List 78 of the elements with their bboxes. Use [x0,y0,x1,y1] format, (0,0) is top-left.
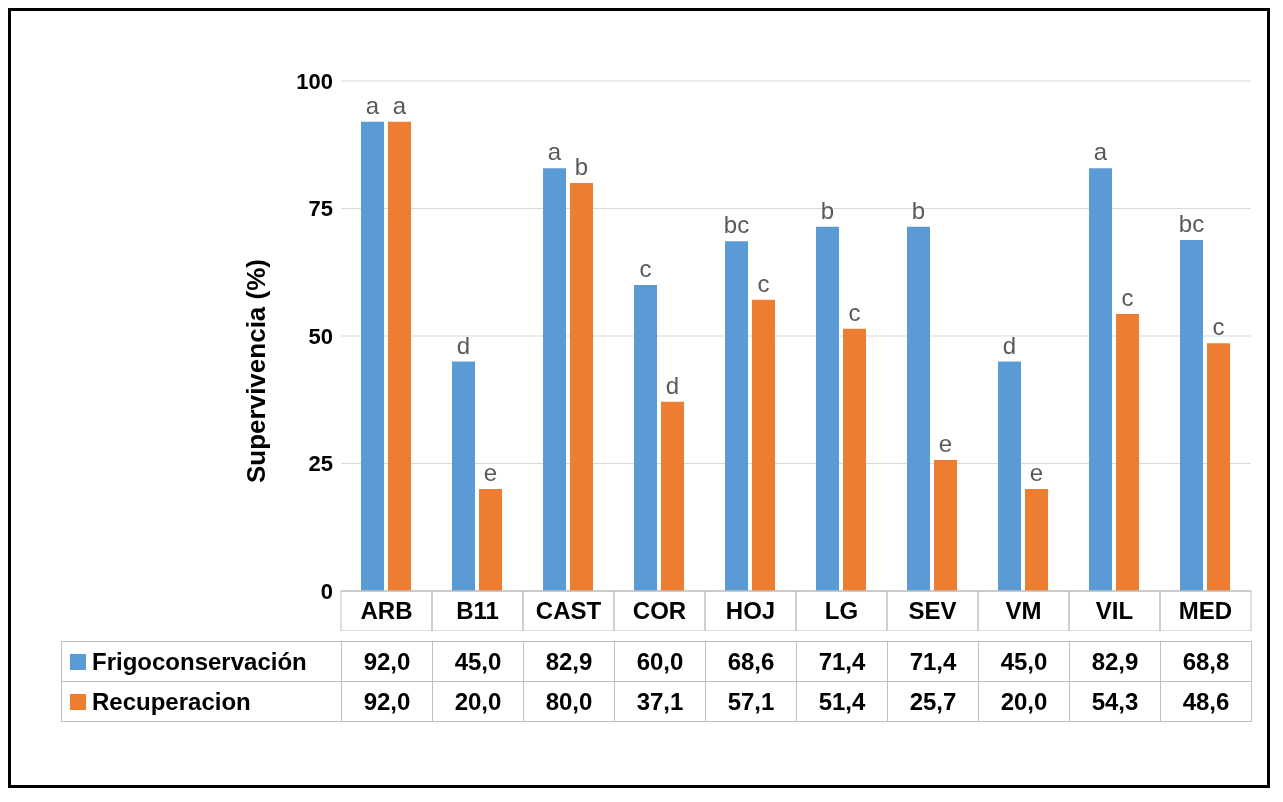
y-tick-label: 0 [320,578,333,604]
data-label: 92,0 [341,681,433,722]
data-label: 20,0 [978,681,1070,722]
bar [934,459,958,591]
annotation: b [574,153,589,180]
bar [843,328,867,591]
annotation: c [1212,313,1225,341]
x-tick-label: ARB [360,597,413,624]
bar [570,183,594,591]
bar [1089,168,1113,591]
bar [1116,314,1140,591]
bar [1025,489,1049,591]
annotation: a [365,91,380,119]
data-label: 20,0 [432,681,524,722]
bar [907,226,931,591]
annotation: e [1029,459,1044,486]
annotation: bc [723,211,750,239]
annotation: a [392,91,407,119]
annotation: d [1002,331,1017,359]
bar [634,285,658,591]
data-label: 71,4 [887,641,979,682]
x-tick-label: VM [1005,597,1042,624]
annotation: d [456,331,471,359]
bar [816,226,840,591]
bar [452,361,476,591]
data-label: 80,0 [523,681,615,722]
annotation: c [757,269,770,297]
x-tick-label: LG [824,597,859,624]
bar [1207,343,1231,591]
data-label: 25,7 [887,681,979,722]
data-label: 60,0 [614,641,706,682]
data-label: 92,0 [341,641,433,682]
x-tick-label: COR [632,597,687,624]
y-tick-label: 75 [308,196,333,222]
annotation: e [938,429,953,457]
legend-label: Frigoconservación [61,641,342,682]
annotation: c [848,298,861,326]
annotation: a [547,138,562,166]
annotation: c [1121,284,1134,312]
data-label: 71,4 [796,641,888,682]
bar [388,121,412,591]
x-tick-label: MED [1178,597,1233,624]
annotation: d [665,371,680,399]
bar [479,489,503,591]
bar [1180,240,1204,591]
data-label: 68,8 [1160,641,1252,682]
bar [998,361,1022,591]
bar [543,168,567,591]
y-tick-label: 50 [308,323,333,349]
data-label: 45,0 [432,641,524,682]
data-label: 48,6 [1160,681,1252,722]
bar [361,121,385,591]
y-axis-title: Supervivencia (%) [240,259,272,483]
x-tick-label: SEV [908,597,957,624]
x-tick-label: VIL [1095,597,1134,624]
data-label: 45,0 [978,641,1070,682]
data-label: 54,3 [1069,681,1161,722]
data-label: 82,9 [1069,641,1161,682]
bar [725,241,749,591]
data-label: 82,9 [523,641,615,682]
data-label: 68,6 [705,641,797,682]
x-tick-label: HOJ [725,597,776,624]
data-label: 51,4 [796,681,888,722]
bar [661,401,685,591]
y-tick-label: 25 [308,451,333,477]
x-tick-label: CAST [535,597,602,624]
annotation: e [483,459,498,486]
annotation: b [911,196,926,224]
annotation: bc [1178,210,1205,238]
annotation: c [639,255,652,282]
data-label: 37,1 [614,681,706,722]
data-label: 57,1 [705,681,797,722]
y-tick-label: 100 [296,68,333,94]
annotation: b [820,196,835,224]
bar [752,299,776,591]
legend-label: Recuperacion [61,681,342,722]
annotation: a [1093,138,1108,166]
x-tick-label: B11 [456,597,499,624]
